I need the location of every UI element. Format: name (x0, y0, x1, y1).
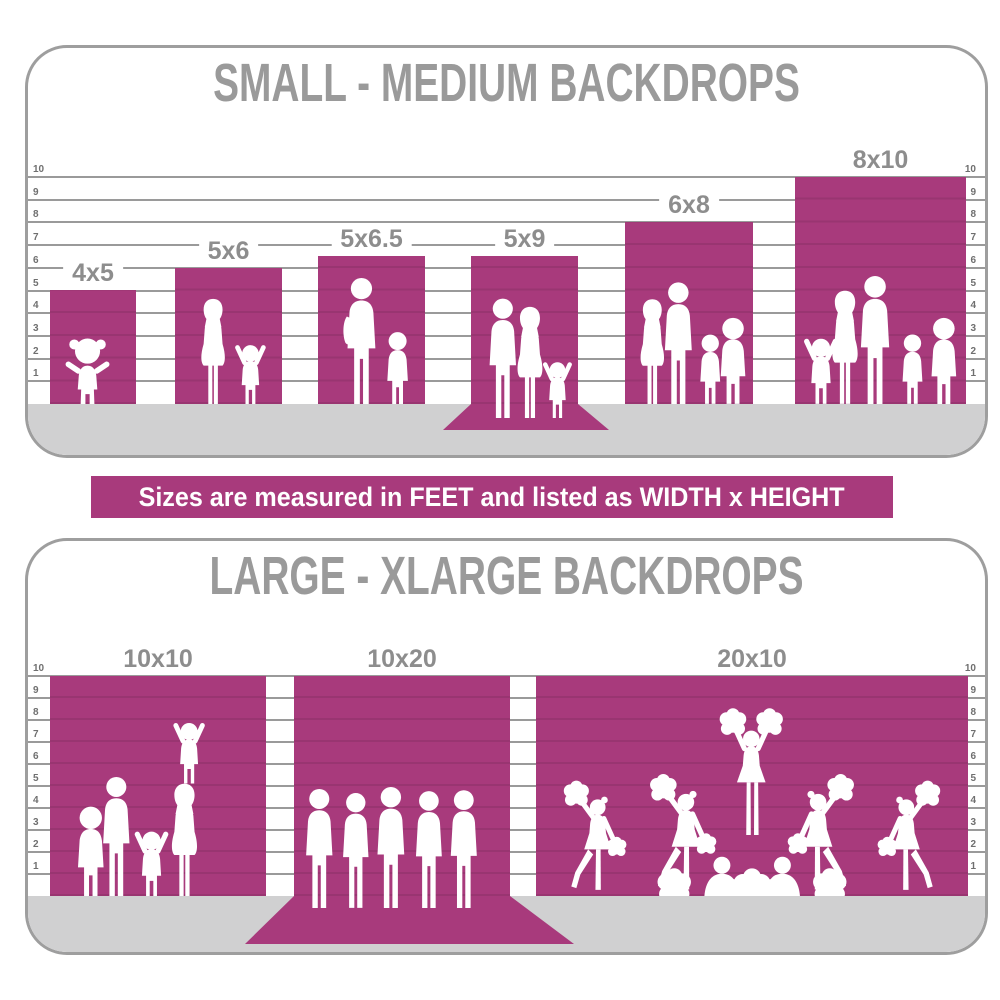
tick-label-left-7ft: 7 (33, 729, 39, 740)
silhouette-mother-and-child (175, 268, 282, 404)
tick-label-right-2ft: 2 (970, 839, 976, 850)
tick-label-right-8ft: 8 (970, 209, 976, 221)
size-label-5x6: 5x6 (198, 237, 259, 265)
size-label-8x10: 8x10 (843, 146, 918, 174)
backdrop-bar-20x10 (536, 676, 968, 896)
tick-label-right-10ft: 10 (964, 663, 976, 674)
tick-label-right-4ft: 4 (970, 795, 976, 806)
panel-large-xlarge-title: LARGE - XLARGE BACKDROPS (209, 546, 804, 606)
grid-line-8ft (28, 221, 985, 224)
tick-label-right-1ft: 1 (970, 368, 976, 380)
tick-label-right-8ft: 8 (970, 707, 976, 718)
grid-line-10ft (28, 176, 985, 178)
size-label-10x20: 10x20 (358, 645, 446, 673)
tick-label-right-1ft: 1 (970, 861, 976, 872)
tick-label-right-2ft: 2 (970, 345, 976, 357)
tick-label-left-9ft: 9 (33, 685, 39, 696)
size-note-text: Sizes are measured in FEET and listed as… (138, 482, 846, 512)
size-label-4x5: 4x5 (63, 259, 123, 287)
tick-label-left-4ft: 4 (33, 300, 39, 312)
size-label-5x9: 5x9 (494, 225, 555, 253)
tick-label-left-10ft: 10 (33, 663, 45, 674)
tick-label-left-5ft: 5 (33, 773, 39, 784)
silhouette-couple-and-child (471, 270, 578, 418)
tick-label-right-3ft: 3 (970, 817, 976, 828)
tick-label-left-3ft: 3 (33, 322, 39, 334)
silhouette-cheerleader-squad (536, 676, 968, 896)
tick-label-left-8ft: 8 (33, 209, 39, 221)
size-note-banner: Sizes are measured in FEET and listed as… (91, 476, 893, 518)
tick-label-left-1ft: 1 (33, 861, 39, 872)
silhouette-toddler-girl (50, 290, 136, 404)
silhouette-family-with-child-on-shoulders (50, 676, 266, 896)
tick-label-left-10ft: 10 (33, 164, 45, 175)
tick-label-right-5ft: 5 (970, 277, 976, 289)
silhouette-group-of-friends (294, 688, 510, 908)
silhouette-family-of-four (625, 222, 753, 404)
tick-label-right-6ft: 6 (970, 751, 976, 762)
tick-label-left-2ft: 2 (33, 345, 39, 357)
size-label-20x10: 20x10 (708, 645, 796, 673)
tick-label-left-7ft: 7 (33, 232, 39, 244)
tick-label-right-7ft: 7 (970, 232, 976, 244)
tick-label-left-8ft: 8 (33, 707, 39, 718)
tick-label-right-9ft: 9 (970, 186, 976, 198)
tick-label-left-1ft: 1 (33, 368, 39, 380)
size-label-5x6.5: 5x6.5 (331, 225, 412, 253)
tick-label-left-5ft: 5 (33, 277, 39, 289)
tick-label-left-6ft: 6 (33, 254, 39, 266)
tick-label-left-6ft: 6 (33, 751, 39, 762)
silhouette-family-of-five (795, 177, 966, 404)
tick-label-right-7ft: 7 (970, 729, 976, 740)
tick-label-right-4ft: 4 (970, 300, 976, 312)
grid-line-9ft (28, 198, 985, 201)
silhouette-man-and-boy (318, 256, 425, 404)
tick-label-right-5ft: 5 (970, 773, 976, 784)
tick-label-left-2ft: 2 (33, 839, 39, 850)
tick-label-left-3ft: 3 (33, 817, 39, 828)
backdrop-bar-5x6 (175, 268, 282, 404)
tick-label-right-10ft: 10 (964, 164, 976, 175)
size-label-10x10: 10x10 (114, 645, 202, 673)
panel-small-medium: SMALL - MEDIUM BACKDROPS 1 1 2 2 3 3 4 4 5 5 6 6 7 7 8… (25, 45, 988, 458)
floor-sweep-10x20 (245, 896, 574, 944)
size-label-6x8: 6x8 (659, 191, 719, 219)
panel-large-xlarge: LARGE - XLARGE BACKDROPS 1 1 2 2 3 3 4 4 5 5 6 6 7 7 8… (25, 538, 988, 955)
backdrop-bar-10x20 (294, 676, 510, 896)
tick-label-left-9ft: 9 (33, 186, 39, 198)
panel-small-medium-title: SMALL - MEDIUM BACKDROPS (213, 53, 800, 113)
tick-label-right-6ft: 6 (970, 254, 976, 266)
tick-label-right-9ft: 9 (970, 685, 976, 696)
tick-label-right-3ft: 3 (970, 322, 976, 334)
tick-label-left-4ft: 4 (33, 795, 39, 806)
